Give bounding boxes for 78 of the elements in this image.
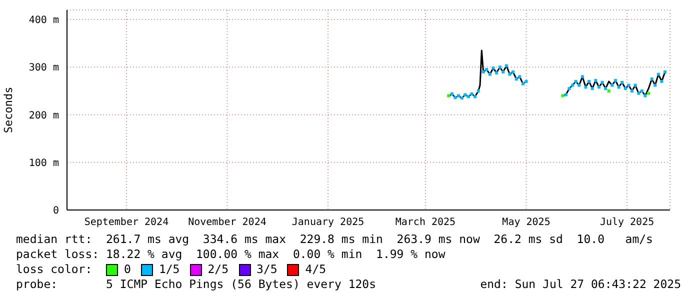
point — [447, 94, 450, 98]
point — [597, 86, 600, 89]
point — [504, 64, 508, 68]
point — [474, 95, 477, 98]
legend-label: 4/5 — [305, 262, 326, 277]
point — [604, 87, 608, 90]
legend-label: 0 — [124, 262, 131, 277]
point — [588, 80, 591, 83]
point — [647, 92, 650, 95]
legend-label: 2/5 — [208, 262, 229, 277]
point — [610, 84, 614, 87]
point — [464, 93, 467, 96]
point — [637, 92, 640, 95]
point — [584, 86, 588, 89]
point — [514, 78, 518, 81]
point — [614, 78, 617, 82]
point — [664, 70, 667, 74]
point — [660, 80, 664, 83]
point — [485, 68, 488, 72]
point — [470, 92, 474, 96]
point — [568, 87, 571, 90]
x-tick-label: November 2024 — [188, 217, 266, 228]
point — [518, 75, 522, 78]
point — [466, 95, 470, 98]
point — [600, 80, 604, 84]
x-tick-label: January 2025 — [292, 217, 364, 228]
point — [654, 84, 657, 87]
point — [624, 87, 627, 90]
point — [508, 72, 512, 76]
point — [644, 94, 647, 98]
x-tick-label: July 2025 — [600, 217, 654, 228]
point — [640, 89, 644, 92]
y-axis-title: Seconds — [2, 86, 15, 134]
point — [571, 84, 574, 87]
point — [488, 72, 492, 76]
y-tick-label: 0 — [52, 206, 59, 217]
point — [574, 80, 578, 83]
y-tick-label: 400 m — [28, 15, 59, 26]
y-tick-label: 100 m — [28, 158, 59, 169]
point — [561, 94, 564, 98]
text: median rtt: 261.7 ms avg 334.6 ms max 229.8 ms min 263.9 ms now 26.2 ms sd 10.0 am/s — [16, 232, 654, 247]
point — [607, 89, 610, 92]
point — [630, 89, 634, 92]
point — [650, 78, 654, 81]
point — [482, 70, 485, 74]
point — [656, 72, 660, 76]
point — [512, 70, 515, 74]
point — [476, 89, 480, 92]
y-tick-label: 200 m — [28, 110, 59, 122]
point — [524, 80, 528, 83]
point — [620, 80, 624, 84]
point — [492, 66, 495, 70]
legend-title: loss color: — [16, 262, 94, 277]
point — [627, 84, 630, 87]
point — [634, 84, 637, 87]
y-tick-label: 300 m — [28, 62, 59, 74]
point — [450, 92, 454, 96]
x-tick-label: May 2025 — [502, 217, 550, 228]
point — [594, 78, 598, 82]
point — [580, 75, 584, 78]
text: packet loss: 18.22 % avg 100.00 % max 0.00 % min 1.99 % now — [16, 247, 446, 262]
point — [454, 96, 457, 100]
point — [460, 96, 464, 100]
text: probe: 5 ICMP Echo Pings (56 Bytes) every 120s — [16, 277, 376, 292]
point — [495, 71, 498, 74]
x-tick-label: March 2025 — [395, 217, 456, 228]
point — [457, 94, 460, 98]
point — [578, 84, 581, 87]
text: end: Sun Jul 27 06:43:22 2025 — [480, 277, 681, 292]
legend-label: 3/5 — [256, 262, 278, 277]
legend-label: 1/5 — [158, 262, 180, 277]
point — [498, 66, 502, 69]
point — [521, 82, 524, 86]
point — [564, 93, 568, 96]
point — [502, 70, 505, 74]
point — [617, 86, 620, 89]
point — [590, 87, 594, 90]
x-tick-label: September 2024 — [84, 217, 169, 228]
